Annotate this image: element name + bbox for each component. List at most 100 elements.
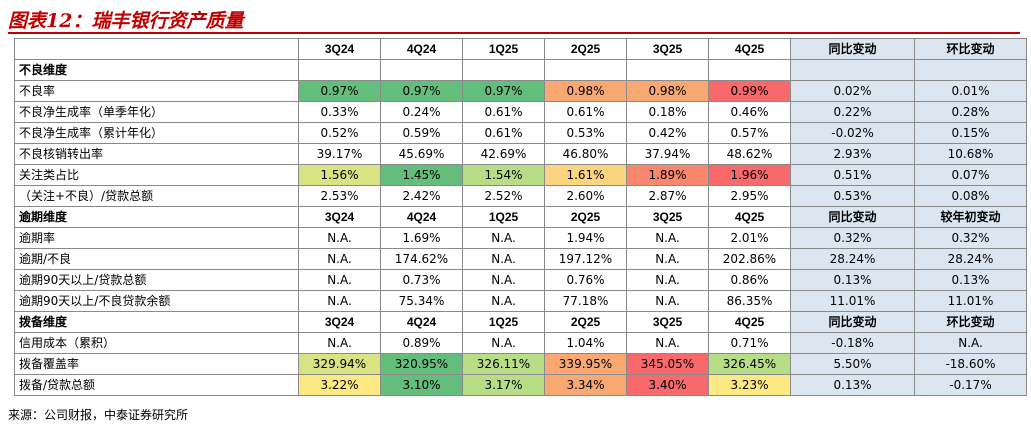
quarter-header: 4Q25 [708,206,791,228]
value-cell: 75.34% [380,290,463,312]
value-cell: 1.56% [298,164,381,186]
value-cell: N.A. [298,290,381,312]
row-label: 逾期90天以上/不良贷款余额 [14,290,299,312]
value-cell: 0.18% [626,101,709,123]
table-row: 拨备/贷款总额 3.22% 3.10% 3.17% 3.34% 3.40% 3.23% 0.1… [14,374,1027,396]
row-label: 逾期率 [14,227,299,249]
row-label: 不良净生成率（单季年化） [14,101,299,123]
value-cell: N.A. [462,332,545,354]
change-cell: 0.51% [790,164,915,186]
quarter-header [708,59,791,81]
value-cell: 174.62% [380,248,463,270]
value-cell: 0.73% [380,269,463,291]
change-cell: 0.13% [790,269,915,291]
row-label: 拨备/贷款总额 [14,374,299,396]
row-label: 逾期/不良 [14,248,299,270]
change-cell: -18.60% [914,353,1027,375]
value-cell: 48.62% [708,143,791,165]
value-cell: 3.22% [298,374,381,396]
table-row: 逾期率 N.A. 1.69% N.A. 1.94% N.A. 2.01% 0.32% 0.32% [14,227,1027,249]
change-header: 同比变动 [790,38,915,60]
value-cell: N.A. [298,269,381,291]
quarter-header: 3Q24 [298,38,381,60]
value-cell: 345.05% [626,353,709,375]
quarter-header: 4Q24 [380,206,463,228]
value-cell: N.A. [626,248,709,270]
change-cell: 0.32% [914,227,1027,249]
title-bar: 图表12：瑞丰银行资产质量 [8,4,1020,34]
quarter-header: 3Q25 [626,311,709,333]
value-cell: 0.99% [708,80,791,102]
quarter-header: 1Q25 [462,206,545,228]
change-cell: -0.18% [790,332,915,354]
value-cell: 37.94% [626,143,709,165]
value-cell: 3.10% [380,374,463,396]
quarter-header: 3Q24 [298,206,381,228]
row-label: 不良率 [14,80,299,102]
table-row: 不良率 0.97% 0.97% 0.97% 0.98% 0.98% 0.99% 0.02% 0.… [14,80,1027,102]
value-cell: N.A. [626,227,709,249]
value-cell: 1.04% [544,332,627,354]
quarter-header: 2Q25 [544,38,627,60]
row-label: 关注类占比 [14,164,299,186]
value-cell: 1.69% [380,227,463,249]
value-cell: 0.24% [380,101,463,123]
table-body: 3Q24 4Q24 1Q25 2Q25 3Q25 4Q25 同比变动 环比变动 不良维度 不良率 0… [14,38,1027,396]
change-cell: 0.01% [914,80,1027,102]
asset-quality-table: 3Q24 4Q24 1Q25 2Q25 3Q25 4Q25 同比变动 环比变动 不良维度 不良率 0… [14,38,1027,396]
change-header [914,59,1027,81]
quarter-header: 2Q25 [544,206,627,228]
value-cell: 0.61% [462,101,545,123]
section-header-row: 逾期维度 3Q24 4Q24 1Q25 2Q25 3Q25 4Q25 同比变动 较年初变动 [14,206,1027,228]
table-row: 信用成本（累积） N.A. 0.89% N.A. 1.04% N.A. 0.71% -0.18… [14,332,1027,354]
value-cell: 1.94% [544,227,627,249]
value-cell: 3.23% [708,374,791,396]
value-cell: 0.46% [708,101,791,123]
section-header-row: 不良维度 [14,59,1027,81]
value-cell: 0.61% [544,101,627,123]
quarter-header: 4Q25 [708,38,791,60]
value-cell: 0.59% [380,122,463,144]
change-cell: 0.53% [790,185,915,207]
value-cell: 2.60% [544,185,627,207]
value-cell: 197.12% [544,248,627,270]
value-cell: N.A. [298,332,381,354]
value-cell: N.A. [298,227,381,249]
value-cell: 42.69% [462,143,545,165]
section-title: 拨备维度 [14,311,299,333]
value-cell: 0.57% [708,122,791,144]
change-cell: 0.13% [914,269,1027,291]
value-cell: 77.18% [544,290,627,312]
change-cell: -0.17% [914,374,1027,396]
change-cell: -0.02% [790,122,915,144]
value-cell: 2.53% [298,185,381,207]
value-cell: 45.69% [380,143,463,165]
source-note: 来源：公司财报，中泰证券研究所 [8,408,189,422]
change-header [790,59,915,81]
value-cell: 86.35% [708,290,791,312]
value-cell: 46.80% [544,143,627,165]
row-label: 信用成本（累积） [14,332,299,354]
value-cell: 0.97% [380,80,463,102]
value-cell: 2.42% [380,185,463,207]
value-cell: 0.71% [708,332,791,354]
value-cell: N.A. [626,269,709,291]
value-cell: N.A. [462,269,545,291]
change-cell: 11.01% [790,290,915,312]
change-cell: 5.50% [790,353,915,375]
value-cell: 0.61% [462,122,545,144]
table-row: 关注类占比 1.56% 1.45% 1.54% 1.61% 1.89% 1.96% 0.51%… [14,164,1027,186]
change-cell: 0.07% [914,164,1027,186]
value-cell: 0.89% [380,332,463,354]
change-cell: 0.32% [790,227,915,249]
quarter-header: 3Q25 [626,206,709,228]
row-label: 不良核销转出率 [14,143,299,165]
value-cell: N.A. [626,332,709,354]
header-blank-cell [14,38,299,60]
change-cell: 28.24% [914,248,1027,270]
quarter-header [626,59,709,81]
table-row: 拨备覆盖率 329.94% 320.95% 326.11% 339.95% 345.05%… [14,353,1027,375]
header-row: 3Q24 4Q24 1Q25 2Q25 3Q25 4Q25 同比变动 环比变动 [14,38,1027,60]
value-cell: 0.53% [544,122,627,144]
row-label: 拨备覆盖率 [14,353,299,375]
